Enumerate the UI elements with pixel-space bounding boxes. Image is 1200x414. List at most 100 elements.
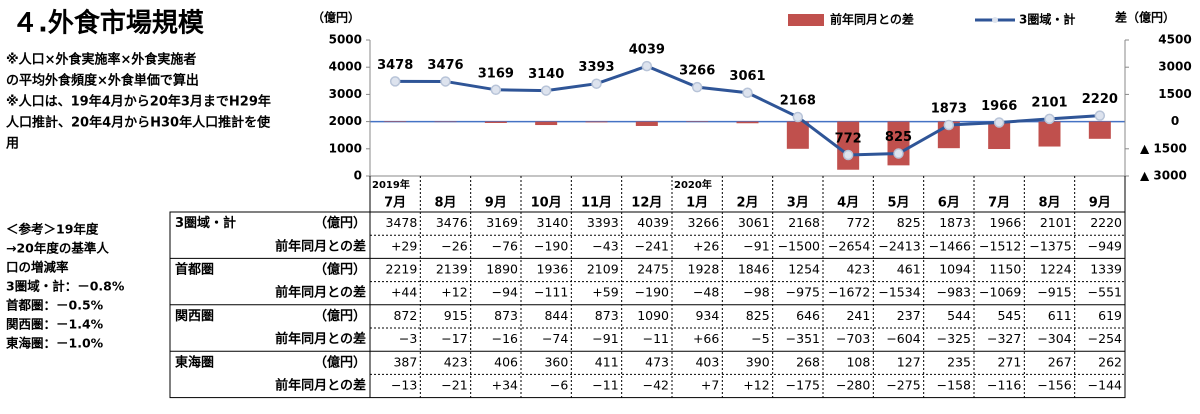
- reference: 東海圏：－1.0%: [6, 336, 104, 351]
- cell: 3476: [436, 215, 468, 230]
- data-label: 4039: [629, 43, 665, 58]
- cell: −21: [441, 378, 467, 393]
- cell: −1466: [929, 238, 971, 253]
- y-tick-label: 4000: [329, 60, 362, 74]
- marker: [491, 85, 500, 94]
- note: ※人口は、19年4月から20年3月までH29年: [6, 94, 271, 110]
- cell: −175: [786, 378, 820, 393]
- cell: −1534: [878, 285, 920, 300]
- cell: −1375: [1029, 238, 1071, 253]
- y2-tick-label: 0: [1171, 114, 1179, 128]
- cell: 473: [645, 354, 669, 369]
- marker: [592, 79, 601, 88]
- x-tick-label: 9月: [1089, 196, 1111, 211]
- marker: [995, 118, 1004, 127]
- data-label: 2220: [1082, 92, 1118, 107]
- cell: −190: [534, 238, 568, 253]
- cell: 3061: [738, 215, 770, 230]
- cell: +26: [693, 238, 719, 253]
- cell: −43: [592, 238, 618, 253]
- data-label: 772: [835, 132, 862, 147]
- cell: −975: [786, 285, 820, 300]
- y-tick-label: 0: [354, 169, 362, 183]
- row-label: 前年同月との差: [275, 285, 366, 301]
- cell: +29: [391, 238, 417, 253]
- cell: −983: [937, 285, 971, 300]
- cell: −94: [492, 285, 518, 300]
- legend-swatch: [788, 14, 824, 26]
- cell: 873: [595, 308, 619, 323]
- legend-label: 3圏域・計: [1019, 12, 1075, 27]
- bar: [384, 121, 406, 122]
- marker: [894, 149, 903, 158]
- marker: [844, 151, 853, 160]
- cell: 461: [897, 262, 921, 277]
- cell: −280: [836, 378, 870, 393]
- cell: 403: [695, 354, 719, 369]
- cell: −42: [643, 378, 669, 393]
- cell: −91: [743, 238, 769, 253]
- cell: +66: [693, 331, 719, 346]
- note: ※人口×外食実施率×外食実施者: [6, 52, 196, 68]
- cell: −703: [836, 331, 870, 346]
- marker: [944, 121, 953, 130]
- legend-label: 前年同月との差: [830, 12, 914, 27]
- note: 用: [5, 137, 19, 152]
- cell: 423: [846, 262, 870, 277]
- cell: 267: [1048, 354, 1072, 369]
- x-tick-label: 1月: [686, 196, 708, 211]
- data-label: 3266: [679, 64, 715, 79]
- cell: −304: [1037, 331, 1071, 346]
- cell: −74: [542, 331, 568, 346]
- marker: [542, 86, 551, 95]
- cell: 772: [846, 215, 870, 230]
- cell: −327: [987, 331, 1021, 346]
- x-tick-label: 12月: [631, 196, 662, 211]
- row-label: 東海圏: [175, 354, 214, 370]
- cell: 825: [746, 308, 770, 323]
- y-tick-label: 3000: [329, 87, 362, 101]
- cell: 127: [897, 354, 921, 369]
- reference: 口の増減率: [6, 260, 69, 275]
- cell: 873: [494, 308, 518, 323]
- cell: −2413: [878, 238, 920, 253]
- y2-tick-label: ▲ 1500: [1140, 141, 1187, 155]
- cell: −98: [743, 285, 769, 300]
- cell: 2168: [788, 215, 820, 230]
- cell: 271: [997, 354, 1021, 369]
- data-label: 2168: [780, 94, 816, 109]
- data-label: 3393: [578, 60, 614, 75]
- y-axis-title: （億円）: [312, 10, 360, 25]
- cell: +12: [441, 285, 467, 300]
- reference: 首都圏：－0.5%: [6, 298, 104, 313]
- cell: 2139: [436, 262, 468, 277]
- cell: −158: [937, 378, 971, 393]
- cell: 844: [544, 308, 568, 323]
- cell: +34: [492, 378, 518, 393]
- cell: −48: [693, 285, 719, 300]
- cell: +7: [701, 378, 719, 393]
- cell: 237: [897, 308, 921, 323]
- reference: →20年度の基準人: [6, 241, 109, 256]
- data-label: 3061: [729, 69, 765, 84]
- cell: −11: [643, 331, 669, 346]
- cell: −1672: [828, 285, 870, 300]
- reference: ＜参考＞19年度: [6, 222, 99, 237]
- data-label: 3478: [377, 58, 413, 73]
- cell: −2654: [828, 238, 870, 253]
- marker: [441, 77, 450, 86]
- cell: 360: [544, 354, 568, 369]
- cell: 241: [846, 308, 870, 323]
- bar: [1039, 122, 1061, 147]
- data-label: 1873: [931, 102, 967, 117]
- y-tick-label: 5000: [329, 33, 362, 47]
- bar: [485, 122, 507, 123]
- bar: [535, 122, 557, 125]
- bar: [1089, 122, 1111, 139]
- cell: −5: [751, 331, 769, 346]
- cell: 915: [444, 308, 468, 323]
- x-tick-label: 7月: [988, 196, 1010, 211]
- cell: 1966: [990, 215, 1022, 230]
- cell: −16: [492, 331, 518, 346]
